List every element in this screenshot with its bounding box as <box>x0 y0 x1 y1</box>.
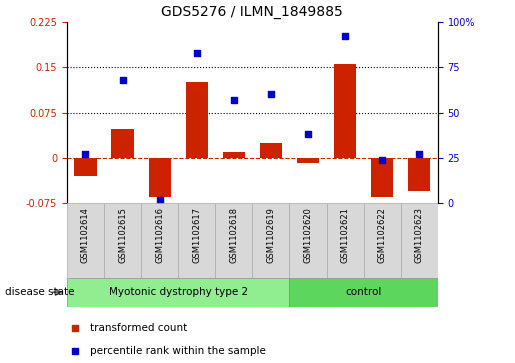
Bar <box>289 203 327 278</box>
Bar <box>252 203 289 278</box>
Point <box>81 151 90 157</box>
Point <box>304 131 312 137</box>
Bar <box>215 203 252 278</box>
Bar <box>297 158 319 163</box>
Text: GSM1102615: GSM1102615 <box>118 207 127 263</box>
Point <box>230 97 238 103</box>
Point <box>378 157 386 163</box>
Text: GSM1102614: GSM1102614 <box>81 207 90 263</box>
Text: GSM1102622: GSM1102622 <box>377 207 387 263</box>
Text: Myotonic dystrophy type 2: Myotonic dystrophy type 2 <box>109 287 248 297</box>
Text: GSM1102619: GSM1102619 <box>266 207 276 263</box>
Bar <box>364 203 401 278</box>
Bar <box>67 278 289 307</box>
Bar <box>222 152 245 158</box>
Point <box>193 50 201 56</box>
Bar <box>334 64 356 158</box>
Bar <box>260 143 282 158</box>
Text: control: control <box>346 287 382 297</box>
Bar <box>185 82 208 158</box>
Point <box>341 33 349 39</box>
Text: GSM1102617: GSM1102617 <box>192 207 201 263</box>
Bar <box>148 158 171 197</box>
Text: GSM1102616: GSM1102616 <box>155 207 164 263</box>
Bar <box>327 203 364 278</box>
Bar <box>401 203 438 278</box>
Text: GSM1102623: GSM1102623 <box>415 207 424 263</box>
Bar <box>104 203 141 278</box>
Bar <box>408 158 431 191</box>
Bar <box>67 203 104 278</box>
Bar <box>74 158 97 176</box>
Text: percentile rank within the sample: percentile rank within the sample <box>90 346 266 356</box>
Text: GSM1102620: GSM1102620 <box>303 207 313 263</box>
Bar <box>178 203 215 278</box>
Bar <box>141 203 178 278</box>
Title: GDS5276 / ILMN_1849885: GDS5276 / ILMN_1849885 <box>162 5 343 19</box>
Bar <box>289 278 438 307</box>
Bar <box>111 130 134 158</box>
Text: disease state: disease state <box>5 287 75 297</box>
Text: GSM1102621: GSM1102621 <box>340 207 350 263</box>
Bar <box>371 158 393 197</box>
Point <box>118 77 127 83</box>
Point <box>156 197 164 203</box>
Point <box>267 91 275 97</box>
Point <box>415 151 423 157</box>
Text: transformed count: transformed count <box>90 323 187 333</box>
Text: GSM1102618: GSM1102618 <box>229 207 238 263</box>
